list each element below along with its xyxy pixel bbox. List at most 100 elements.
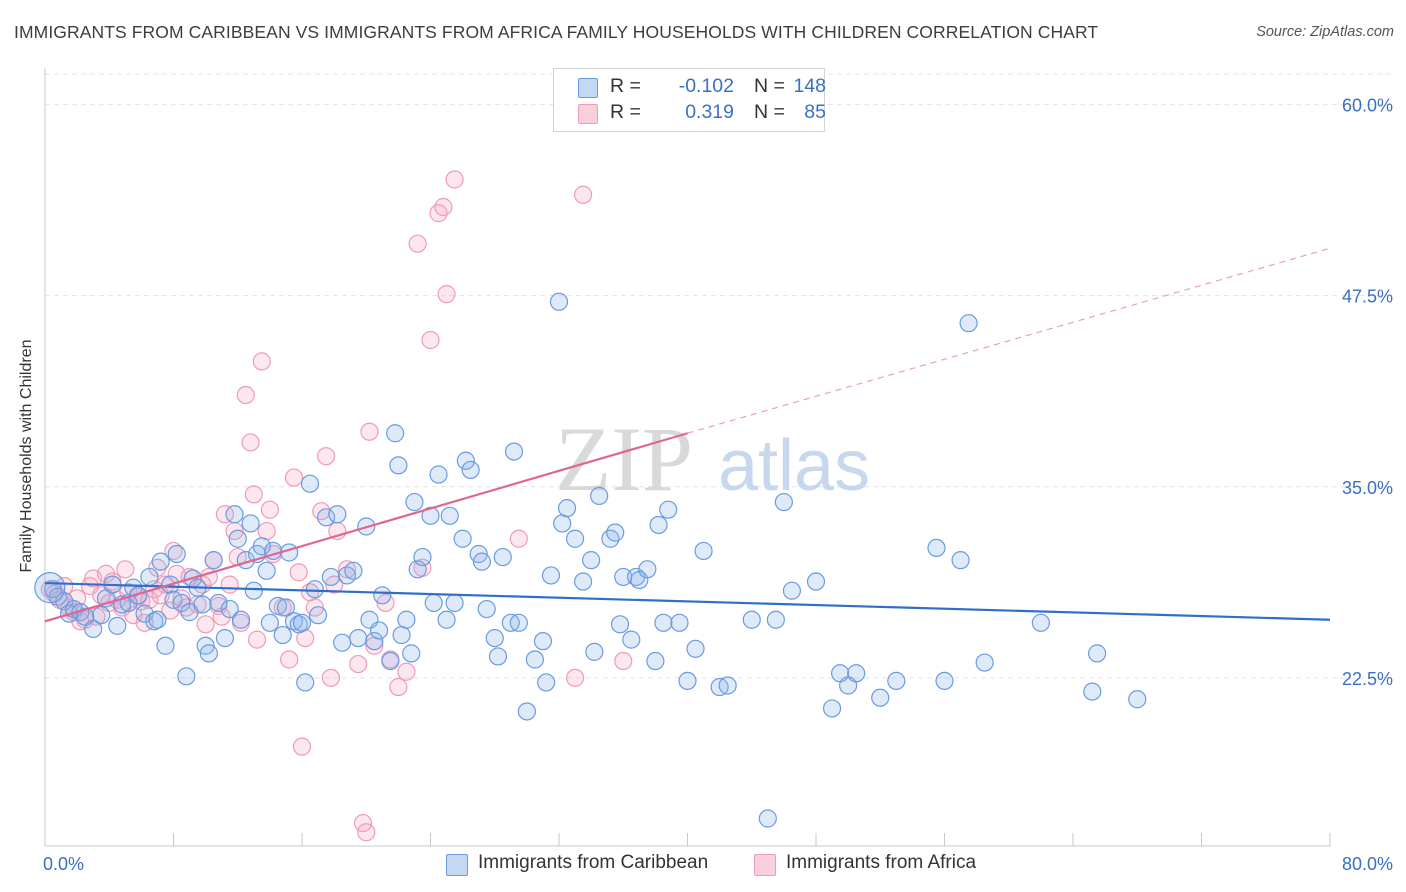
caribbean-point (397, 610, 416, 629)
africa-point (614, 651, 633, 671)
caribbean-point (241, 514, 260, 533)
africa-point (116, 560, 135, 579)
caribbean-point (300, 474, 320, 493)
caribbean-point (582, 551, 601, 570)
caribbean-point (553, 514, 572, 533)
caribbean-point (766, 610, 785, 629)
caribbean-point (381, 651, 400, 671)
caribbean-point (349, 628, 368, 648)
caribbean-point (220, 599, 239, 619)
caribbean-point (440, 506, 459, 525)
caribbean-point (654, 613, 673, 632)
trend-lines (44, 247, 1331, 623)
caribbean-point (1128, 690, 1147, 709)
caribbean-point (429, 465, 448, 484)
caribbean-point (927, 538, 946, 558)
y-tick-label: 22.5% (1342, 669, 1393, 689)
caribbean-point (951, 551, 970, 570)
caribbean-point (167, 544, 186, 564)
caribbean-point (445, 593, 464, 613)
africa-point (408, 234, 427, 253)
caribbean-point (822, 699, 842, 718)
caribbean-point (659, 500, 678, 519)
caribbean-point (504, 442, 524, 461)
africa-point (316, 447, 336, 466)
africa-point (292, 737, 312, 756)
africa-point (252, 352, 271, 371)
caribbean-swatch (578, 78, 598, 98)
caribbean-point (424, 593, 443, 613)
caribbean-point (557, 499, 577, 518)
caribbean-point (92, 606, 111, 625)
caribbean-point (413, 547, 432, 567)
africa-point (244, 485, 263, 504)
legend-r-value-africa: 0.319 (685, 101, 734, 123)
caribbean-legend-swatch (446, 854, 468, 876)
caribbean-point (847, 664, 866, 683)
africa-point (280, 650, 299, 669)
caribbean-point (344, 561, 363, 580)
legend-n-value-caribbean: 148 (793, 75, 826, 97)
africa-point (289, 563, 308, 582)
caribbean-point (308, 606, 328, 625)
chart-title: IMMIGRANTS FROM CARIBBEAN VS IMMIGRANTS … (14, 22, 1099, 42)
caribbean-point (257, 561, 276, 580)
africa-point (247, 630, 267, 649)
africa-point (421, 330, 440, 350)
caribbean-point (244, 581, 263, 600)
africa-point (429, 204, 448, 223)
legend-r-label: R = (610, 101, 641, 123)
caribbean-point (389, 456, 408, 475)
caribbean-point (199, 644, 218, 663)
caribbean-point (537, 673, 556, 692)
caribbean-point (421, 506, 440, 525)
caribbean-point (959, 314, 978, 333)
caribbean-point (373, 586, 392, 605)
watermark-zip: ZIP (555, 408, 693, 510)
caribbean-point (456, 451, 475, 470)
caribbean-point (975, 653, 994, 672)
caribbean-legend-label: Immigrants from Caribbean (478, 852, 709, 873)
caribbean-point (718, 676, 737, 695)
caribbean-point (252, 537, 271, 556)
caribbean-point (370, 621, 389, 640)
tick-labels: 22.5% 35.0% 47.5% 60.0% 0.0% 80.0% (43, 96, 1393, 874)
africa-trend-line (44, 432, 688, 623)
watermark: ZIP atlas (555, 408, 870, 510)
africa-swatch (578, 104, 598, 124)
africa-point (215, 505, 234, 524)
caribbean-point (316, 508, 336, 527)
caribbean-point (333, 633, 352, 652)
caribbean-point (935, 671, 954, 690)
y-tick-label: 35.0% (1342, 478, 1393, 498)
africa-point (236, 385, 255, 405)
caribbean-point (670, 613, 689, 632)
caribbean-point (477, 599, 496, 619)
legend-r-value-caribbean: -0.102 (678, 75, 734, 97)
caribbean-point (84, 619, 103, 639)
caribbean-trend-line (44, 581, 1331, 621)
x-tick-label-min: 0.0% (43, 854, 84, 874)
caribbean-point (392, 625, 411, 645)
caribbean-point (606, 523, 625, 542)
caribbean-point (292, 613, 312, 632)
caribbean-point (402, 644, 421, 663)
caribbean-point (148, 610, 167, 629)
caribbean-point (273, 625, 292, 645)
caribbean-point (601, 529, 620, 548)
caribbean-point (646, 651, 665, 671)
caribbean-point (193, 595, 212, 614)
caribbean-point (1031, 613, 1050, 632)
axes (44, 68, 1331, 847)
africa-point (573, 185, 593, 204)
africa-point (445, 170, 464, 189)
caribbean-point (156, 636, 175, 655)
correlation-legend: R = -0.102 N = 148 R = 0.319 N = 85 (553, 68, 826, 132)
watermark-atlas: atlas (718, 426, 870, 506)
legend-n-label: N = (754, 101, 785, 123)
caribbean-point (231, 610, 251, 629)
caribbean-point (525, 650, 545, 669)
caribbean-point (871, 688, 890, 707)
africa-trend-extension (687, 247, 1331, 434)
caribbean-point (649, 515, 668, 535)
